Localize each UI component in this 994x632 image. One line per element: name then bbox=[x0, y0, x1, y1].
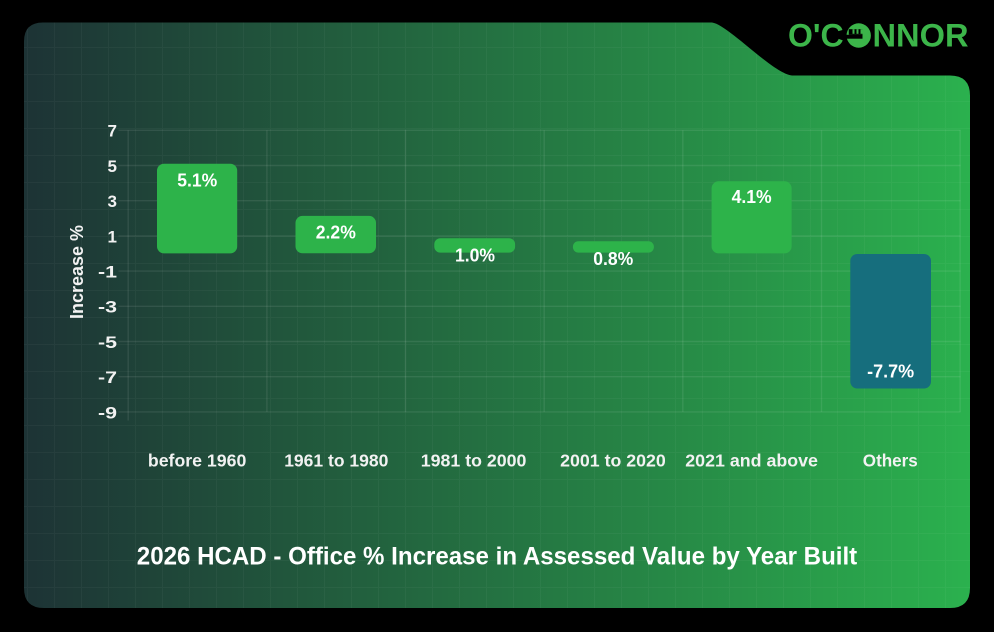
svg-text:-1: -1 bbox=[98, 263, 117, 282]
svg-text:2.2%: 2.2% bbox=[316, 222, 356, 242]
svg-text:2001 to 2020: 2001 to 2020 bbox=[560, 450, 666, 470]
svg-text:O'C: O'C bbox=[788, 18, 844, 54]
svg-text:7: 7 bbox=[108, 122, 117, 141]
svg-text:Others: Others bbox=[863, 450, 918, 470]
svg-text:3: 3 bbox=[108, 192, 117, 211]
svg-text:4.1%: 4.1% bbox=[732, 187, 772, 207]
svg-text:-3: -3 bbox=[98, 298, 117, 317]
svg-text:-5: -5 bbox=[98, 333, 117, 352]
svg-text:2021 and above: 2021 and above bbox=[685, 450, 818, 470]
svg-text:before 1960: before 1960 bbox=[148, 450, 247, 470]
svg-text:-7: -7 bbox=[98, 368, 117, 387]
svg-text:0.8%: 0.8% bbox=[593, 249, 633, 269]
svg-text:-7.7%: -7.7% bbox=[867, 361, 914, 381]
svg-text:1.0%: 1.0% bbox=[455, 246, 495, 266]
svg-text:5: 5 bbox=[108, 157, 117, 176]
svg-text:1: 1 bbox=[108, 227, 117, 246]
svg-text:Increase %: Increase % bbox=[67, 225, 87, 319]
svg-text:1961 to 1980: 1961 to 1980 bbox=[284, 450, 388, 470]
svg-text:5.1%: 5.1% bbox=[177, 171, 217, 191]
svg-text:NNOR: NNOR bbox=[873, 18, 969, 54]
svg-text:1981 to 2000: 1981 to 2000 bbox=[421, 450, 527, 470]
svg-text:2026 HCAD - Office % Increase: 2026 HCAD - Office % Increase in Assesse… bbox=[137, 542, 858, 570]
svg-text:-9: -9 bbox=[98, 403, 117, 422]
